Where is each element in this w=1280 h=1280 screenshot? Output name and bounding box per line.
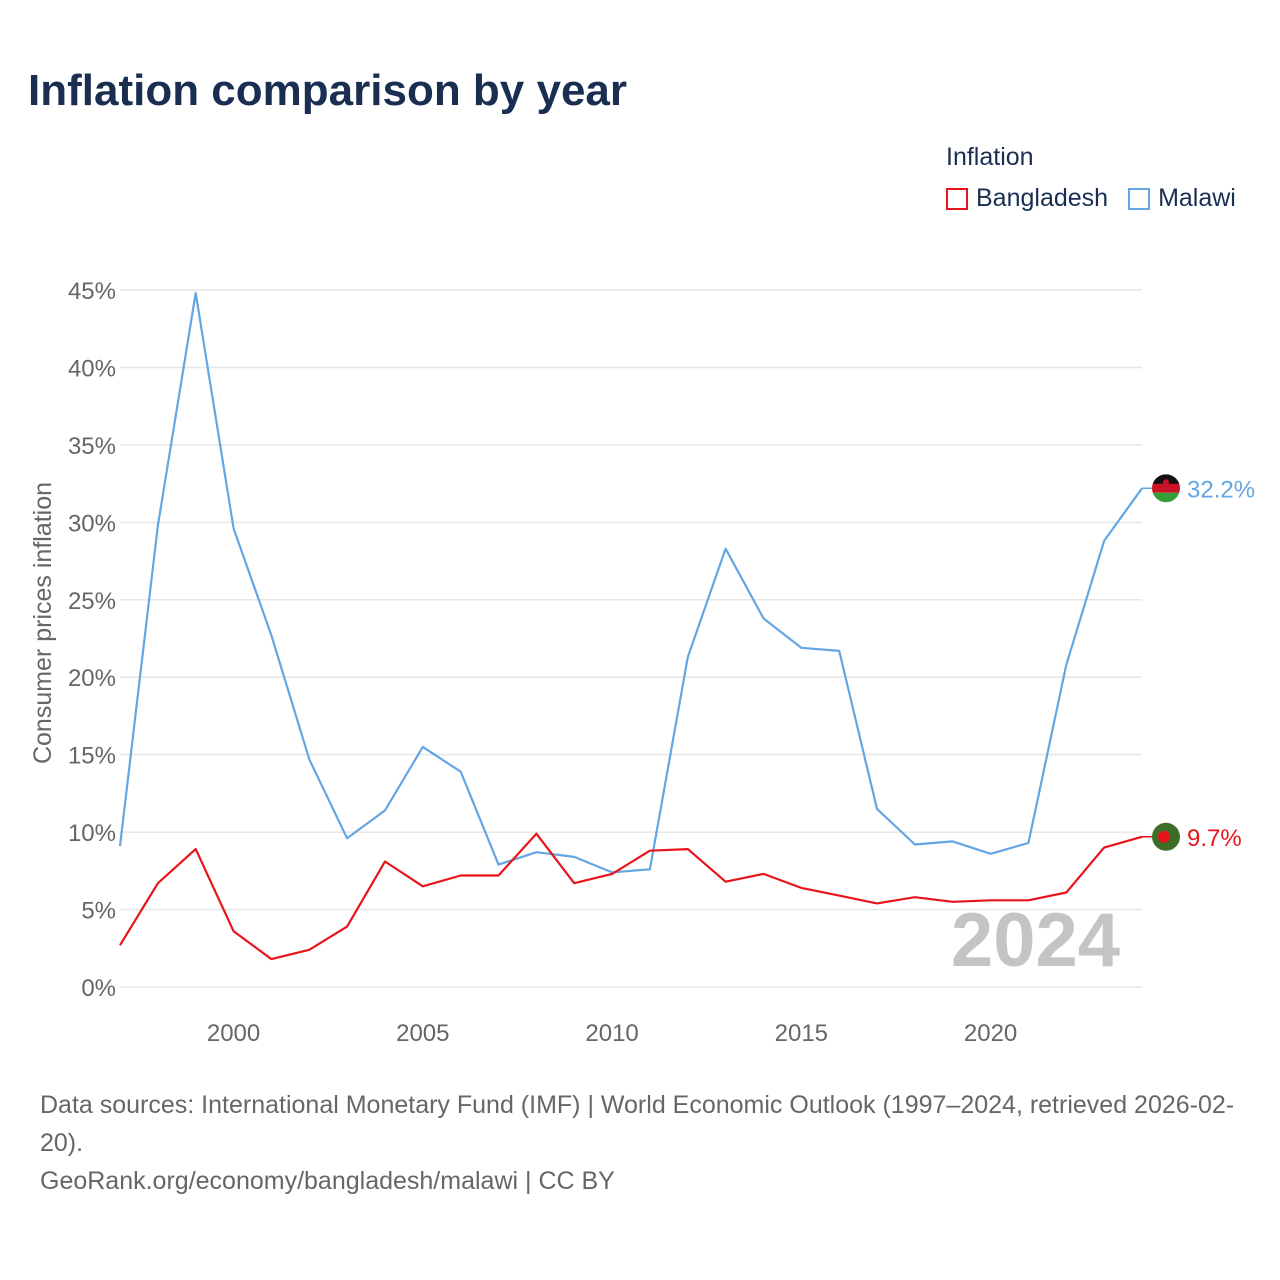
x-tick-label: 2015 xyxy=(775,1020,828,1047)
end-value-label-bangladesh: 9.7% xyxy=(1187,825,1242,852)
grid-lines xyxy=(120,289,1142,988)
y-tick-label: 20% xyxy=(68,665,116,692)
series-lines xyxy=(118,292,1143,961)
footer-sources: Data sources: International Monetary Fun… xyxy=(40,1091,1235,1157)
y-axis-label: Consumer prices inflation xyxy=(29,482,57,764)
end-markers: 32.2% 9.7% xyxy=(1142,474,1255,852)
y-tick-label: 5% xyxy=(81,898,116,925)
x-tick-label: 2005 xyxy=(396,1020,449,1047)
x-tick-labels: 2000 2005 2010 2015 2020 xyxy=(207,1020,1017,1047)
year-watermark: 2024 xyxy=(951,898,1120,983)
legend-swatch-bangladesh xyxy=(946,187,968,210)
legend-label-bangladesh: Bangladesh xyxy=(976,184,1109,212)
x-tick-label: 2010 xyxy=(585,1020,638,1047)
footer: Data sources: International Monetary Fun… xyxy=(40,1086,1255,1200)
y-tick-label: 45% xyxy=(68,278,116,305)
legend-item-malawi[interactable]: Malawi xyxy=(1128,184,1236,213)
chart-title: Inflation comparison by year xyxy=(28,66,628,115)
footer-url[interactable]: GeoRank.org/economy/bangladesh/malawi | … xyxy=(40,1167,615,1195)
flag-stripe-red xyxy=(1152,483,1180,493)
series-line-bangladesh[interactable] xyxy=(119,832,1143,961)
y-tick-label: 0% xyxy=(81,975,116,1002)
legend: Bangladesh Malawi xyxy=(946,184,1256,213)
legend-item-bangladesh[interactable]: Bangladesh xyxy=(946,184,1108,213)
bangladesh-flag-disc xyxy=(1158,830,1170,843)
y-tick-label: 40% xyxy=(68,355,116,382)
legend-label-malawi: Malawi xyxy=(1158,184,1236,212)
y-tick-labels: 0% 5% 10% 15% 20% 25% 30% 35% 40% 45% xyxy=(68,278,116,1002)
y-tick-label: 25% xyxy=(68,588,116,615)
legend-title: Inflation xyxy=(946,143,1034,171)
end-value-label-malawi: 32.2% xyxy=(1187,476,1255,503)
x-tick-label: 2020 xyxy=(964,1020,1017,1047)
y-tick-label: 35% xyxy=(68,433,116,460)
y-tick-label: 15% xyxy=(68,743,116,770)
flag-icon-malawi xyxy=(1152,474,1180,503)
series-line-malawi[interactable] xyxy=(118,292,1143,874)
x-tick-label: 2000 xyxy=(207,1020,260,1047)
malawi-flag xyxy=(1152,474,1180,503)
y-tick-label: 30% xyxy=(68,510,116,537)
legend-swatch-malawi xyxy=(1128,187,1151,210)
flag-stripe-green xyxy=(1152,492,1180,503)
flag-icon-bangladesh xyxy=(1152,822,1180,851)
flag-sun xyxy=(1163,479,1169,486)
line-chart: 0% 5% 10% 15% 20% 25% 30% 35% 40% 45% 2000 2005 201… xyxy=(29,278,1255,1047)
y-tick-label: 10% xyxy=(68,820,116,847)
